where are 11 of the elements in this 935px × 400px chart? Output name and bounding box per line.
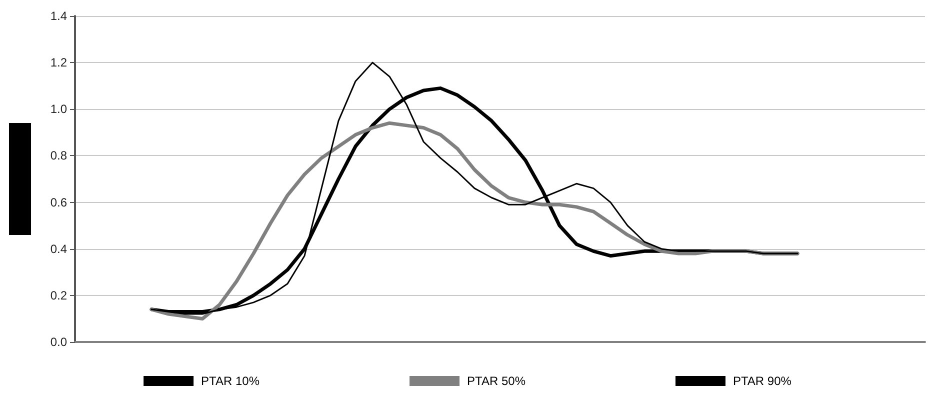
y-tick-label: 1.2 <box>50 56 68 70</box>
y-tick-label: 0.0 <box>50 335 68 349</box>
y-tick-label: 0.4 <box>50 242 68 256</box>
y-tick-label: 0.2 <box>50 288 68 302</box>
legend-label: PTAR 10% <box>201 374 260 388</box>
legend-label: PTAR 50% <box>467 374 526 388</box>
y-tick-label: 0.8 <box>50 148 68 163</box>
y-tick-label: 1.0 <box>50 102 68 116</box>
y-tick-label: 0.6 <box>50 195 68 210</box>
legend-label: PTAR 90% <box>732 374 792 388</box>
y-tick-label: 1.4 <box>50 9 68 23</box>
